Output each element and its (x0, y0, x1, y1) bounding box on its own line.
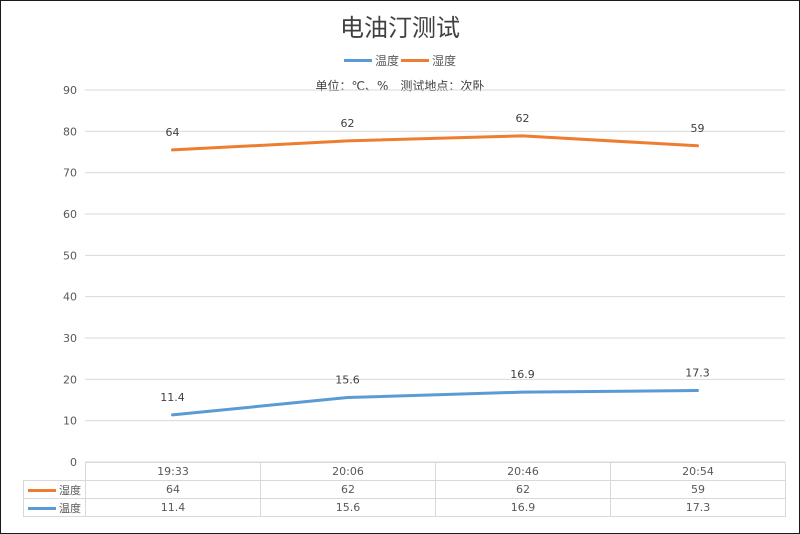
data-label: 15.6 (335, 374, 360, 387)
category-label: 20:46 (435, 462, 611, 481)
y-tick-label: 10 (63, 415, 77, 428)
data-label: 64 (166, 126, 180, 139)
table-cell: 64 (85, 480, 261, 499)
table-cell: 11.4 (85, 498, 261, 517)
data-table: 19:33 20:06 20:46 20:54 湿度 64 62 62 59 温… (23, 462, 786, 517)
y-tick-label: 50 (63, 249, 77, 262)
series-lines (171, 134, 699, 417)
legend-item-temperature[interactable]: 温度 (343, 52, 399, 69)
data-table-row-humidity: 湿度 64 62 62 59 (23, 480, 786, 499)
row-label: 温度 (59, 501, 81, 515)
data-label: 17.3 (685, 366, 710, 379)
chart-legend: 温度 湿度 (0, 52, 800, 69)
legend-swatch-temperature (343, 59, 372, 62)
legend-swatch-humidity (401, 59, 429, 62)
table-cell: 62 (435, 480, 611, 499)
y-tick-label: 30 (63, 332, 77, 345)
chart-title: 电油汀测试 (340, 14, 460, 42)
data-label: 62 (516, 112, 530, 125)
y-tick-label: 70 (63, 167, 77, 180)
data-labels: 11.4 15.6 16.9 17.3 64 62 62 59 (160, 112, 710, 404)
data-table-header-row: 19:33 20:06 20:46 20:54 (23, 462, 786, 481)
row-label: 湿度 (59, 483, 81, 497)
table-cell: 15.6 (260, 498, 436, 517)
data-label: 62 (341, 117, 355, 130)
table-cell: 62 (260, 480, 436, 499)
category-label: 20:06 (260, 462, 436, 481)
y-tick-label: 60 (63, 208, 77, 221)
y-tick-label: 40 (63, 291, 77, 304)
data-label: 59 (691, 122, 705, 135)
legend-item-humidity[interactable]: 湿度 (401, 52, 456, 69)
data-table-row-temperature: 温度 11.4 15.6 16.9 17.3 (23, 498, 786, 517)
legend-key-temperature (28, 507, 56, 510)
series-line[interactable] (171, 388, 699, 417)
data-label: 11.4 (160, 391, 185, 404)
legend-key-humidity (28, 489, 56, 492)
table-cell: 59 (610, 480, 786, 499)
category-label: 20:54 (610, 462, 786, 481)
y-tick-label: 80 (63, 125, 77, 138)
y-tick-label: 20 (63, 373, 77, 386)
data-label: 16.9 (510, 368, 535, 381)
y-tick-label: 90 (63, 84, 77, 97)
legend-label-humidity: 湿度 (432, 54, 457, 68)
category-label: 19:33 (85, 462, 261, 481)
table-cell: 17.3 (610, 498, 786, 517)
series-line[interactable] (171, 134, 699, 152)
table-cell: 16.9 (435, 498, 611, 517)
legend-label-temperature: 温度 (374, 54, 399, 68)
